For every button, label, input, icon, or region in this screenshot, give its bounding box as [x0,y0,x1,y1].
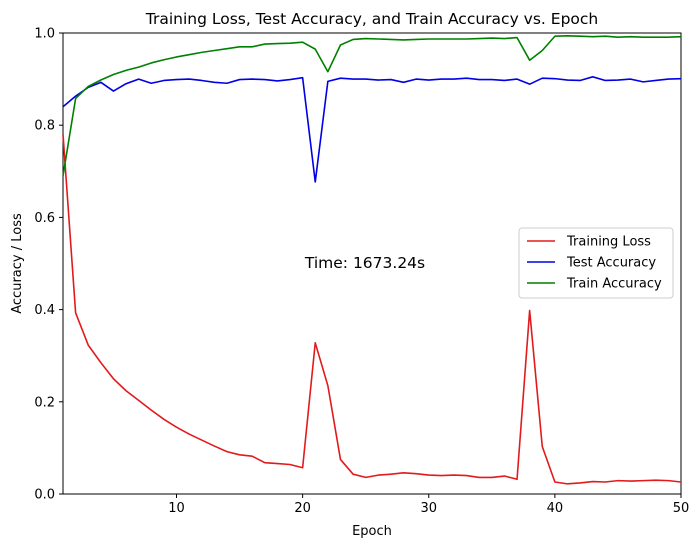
x-tick-label: 30 [420,501,437,516]
legend-label-train-accuracy: Train Accuracy [566,277,662,292]
legend-label-test-accuracy: Test Accuracy [566,256,656,271]
x-axis: 10 20 30 40 50 [168,494,689,516]
legend-box [518,227,674,299]
legend-label-training-loss: Training Loss [566,235,651,250]
x-tick-label: 40 [547,501,564,516]
plot-frame [62,32,682,495]
y-axis-title: Accuracy / Loss [10,213,25,314]
legend: Training Loss Test Accuracy Train Accuracy [518,227,674,299]
y-tick-label: 0.6 [34,211,55,226]
y-tick-label: 1.0 [34,27,55,42]
series-line-training-loss [62,134,682,485]
series-line-train-accuracy [62,34,682,177]
series-layer [62,34,682,485]
y-tick-label: 0.8 [34,119,55,134]
x-tick-label: 50 [673,501,690,516]
chart-title: Training Loss, Test Accuracy, and Train … [145,10,598,28]
x-tick-label: 20 [294,501,311,516]
x-tick-label: 10 [168,501,185,516]
y-tick-label: 0.0 [34,488,55,503]
x-axis-title: Epoch [352,524,392,539]
legend-items: Training Loss Test Accuracy Train Accuracy [527,235,662,292]
y-tick-label: 0.4 [34,303,55,318]
time-annotation: Time: 1673.24s [304,254,425,272]
plot-area: 10 20 30 40 50 0.0 0.2 0.4 0.6 0.8 1.0 [34,27,689,517]
y-tick-label: 0.2 [34,395,55,410]
y-axis: 0.0 0.2 0.4 0.6 0.8 1.0 [34,27,63,503]
series-line-test-accuracy [62,76,682,183]
